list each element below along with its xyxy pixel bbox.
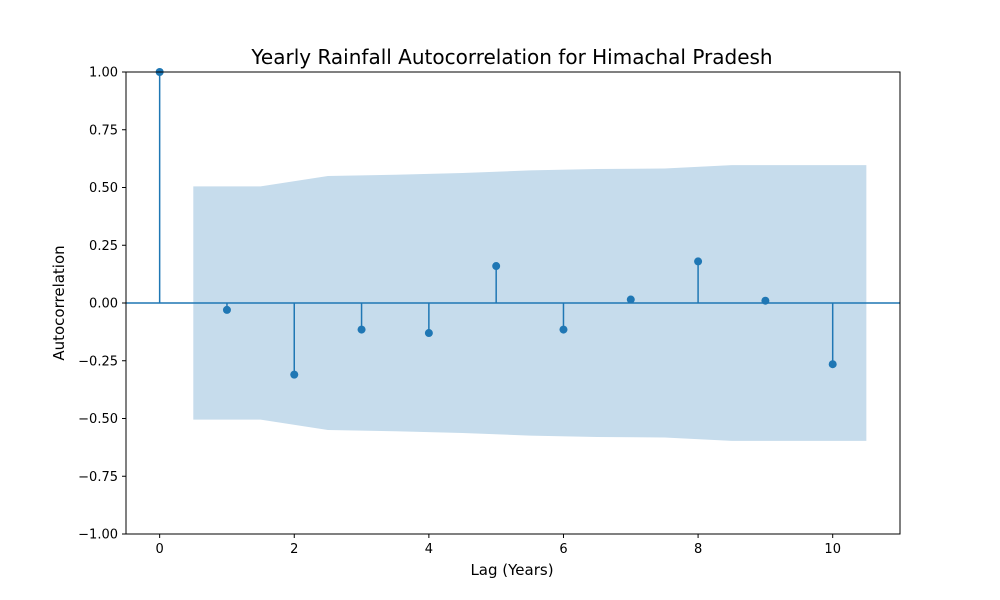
y-axis-label: Autocorrelation xyxy=(50,245,68,360)
y-tick-label: −0.25 xyxy=(78,354,118,369)
marker-lag-2 xyxy=(290,370,299,379)
y-tick-label: 1.00 xyxy=(89,66,118,81)
x-tick-label: 6 xyxy=(559,542,567,557)
y-tick-label: 0.25 xyxy=(89,239,118,254)
x-tick-label: 0 xyxy=(156,542,164,557)
x-tick-label: 10 xyxy=(824,542,841,557)
stems-layer xyxy=(155,68,837,379)
marker-lag-8 xyxy=(694,257,703,266)
y-tick-label: 0.50 xyxy=(89,181,118,196)
y-tick-label: −1.00 xyxy=(78,528,118,543)
x-tick-label: 8 xyxy=(694,542,702,557)
marker-lag-7 xyxy=(626,295,635,304)
x-tick-label: 2 xyxy=(290,542,298,557)
marker-lag-3 xyxy=(357,325,366,334)
y-tick-label: 0.75 xyxy=(89,123,118,138)
labels-layer: Yearly Rainfall Autocorrelation for Hima… xyxy=(50,45,773,579)
x-axis-label: Lag (Years) xyxy=(470,561,553,579)
axes-layer: 0 2 4 6 8 10 −1.00 −0.75 −0.50 −0.25 0.00 0.25 0.50 0… xyxy=(78,66,901,557)
marker-lag-9 xyxy=(761,296,770,305)
marker-lag-6 xyxy=(559,325,568,334)
marker-lag-10 xyxy=(828,360,837,369)
x-tick-label: 4 xyxy=(425,542,433,557)
y-tick-label: 0.00 xyxy=(89,297,118,312)
y-tick-label: −0.75 xyxy=(78,470,118,485)
marker-lag-5 xyxy=(492,262,501,271)
marker-lag-4 xyxy=(424,329,433,338)
marker-lag-1 xyxy=(222,305,231,314)
chart-title: Yearly Rainfall Autocorrelation for Hima… xyxy=(250,45,772,69)
y-tick-label: −0.50 xyxy=(78,412,118,427)
